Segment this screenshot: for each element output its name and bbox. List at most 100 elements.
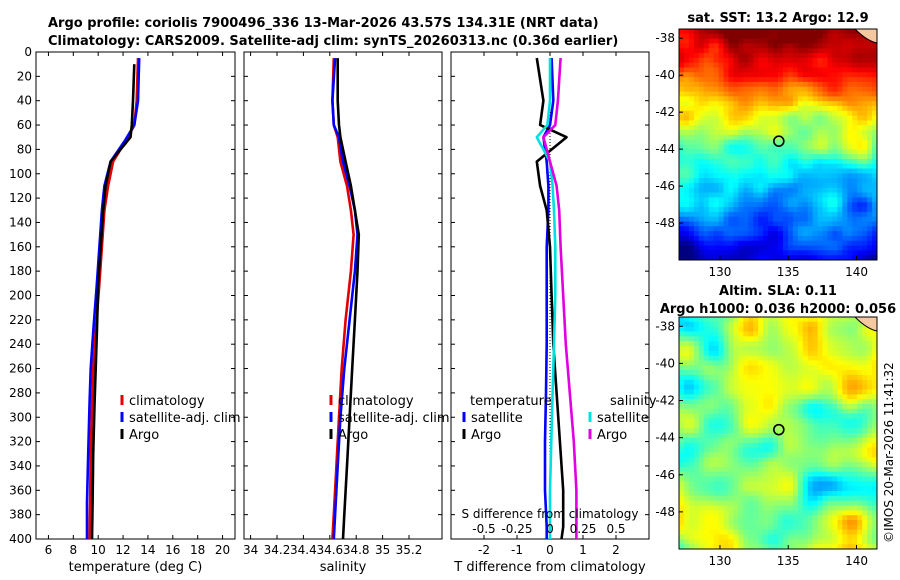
map-cell [832, 62, 838, 69]
map-cell [733, 437, 739, 444]
map-cell [778, 173, 784, 179]
map-cell [837, 221, 843, 227]
map-cell [832, 235, 838, 242]
map-cell [778, 317, 784, 323]
map-cell [758, 437, 764, 444]
map-cell [679, 481, 685, 487]
map-cell [688, 539, 695, 545]
map-cell [832, 168, 838, 174]
map-cell [763, 491, 769, 497]
map-cell [758, 53, 764, 59]
map-cell [758, 355, 764, 362]
map-cell [718, 350, 725, 357]
map-cell [748, 207, 754, 213]
map-cell [862, 86, 868, 93]
map-cell [683, 255, 690, 260]
map-cell [713, 505, 720, 511]
map-cell [728, 226, 735, 232]
map-cell [758, 226, 764, 232]
map-cell [753, 235, 759, 242]
map-cell [763, 48, 769, 54]
map-cell [842, 139, 848, 146]
map-cell [708, 29, 715, 35]
map-cell [748, 515, 754, 521]
map-cell [763, 154, 769, 160]
map-cell [837, 466, 843, 473]
map-cell [857, 178, 863, 184]
map-cell [872, 370, 877, 376]
map-cell [743, 96, 749, 102]
map-cell [698, 413, 705, 420]
map-cell [797, 120, 804, 126]
map-cell [733, 38, 739, 45]
map-cell [782, 158, 789, 165]
map-cell [763, 471, 769, 478]
map-cell [733, 240, 739, 247]
map-cell [862, 515, 868, 521]
map-cell [773, 96, 779, 102]
map-cell [782, 120, 789, 126]
map-cell [723, 413, 730, 420]
map-cell [688, 110, 695, 117]
map-cell [857, 394, 863, 400]
map-cell [867, 437, 873, 444]
map-cell [733, 365, 739, 371]
map-cell [867, 481, 873, 487]
map-cell [758, 433, 764, 439]
map-cell [812, 481, 819, 487]
map-cell [852, 231, 858, 237]
map-cell [822, 178, 829, 184]
map-cell [703, 462, 710, 468]
map-cell [728, 91, 735, 97]
map-cell [679, 321, 685, 328]
map-cell [778, 437, 784, 444]
map-cell [733, 510, 739, 516]
map-cell [787, 154, 794, 160]
map-cell [852, 72, 858, 78]
map-cell [778, 457, 784, 463]
y-tick-label: 360 [9, 483, 32, 497]
map-cell [733, 346, 739, 352]
map-cell [688, 48, 695, 54]
map-cell [748, 240, 754, 247]
map-cell [713, 399, 720, 405]
map-cell [792, 192, 799, 199]
map-cell [802, 255, 809, 260]
map-cell [703, 211, 710, 218]
map-cell [703, 72, 710, 78]
map-cell [763, 428, 769, 434]
map-cell [812, 120, 819, 126]
map-cell [698, 255, 705, 260]
map-cell [847, 413, 853, 420]
map-cell [703, 130, 710, 136]
map-cell [748, 370, 754, 376]
map-cell [857, 491, 863, 497]
map-cell [842, 515, 848, 521]
map-cell [782, 379, 789, 386]
map-cell [733, 394, 739, 400]
map-cell [857, 91, 863, 97]
map-cell [802, 235, 809, 242]
map-cell [857, 418, 863, 424]
map-cell [683, 476, 690, 482]
map-cell [862, 240, 868, 247]
map-cell [693, 350, 700, 357]
map-cell [837, 250, 843, 256]
map-cell [807, 48, 814, 54]
map-cell [703, 394, 710, 400]
map-cell [837, 331, 843, 337]
map-cell [782, 495, 789, 502]
map-cell [688, 96, 695, 102]
map-cell [738, 33, 744, 40]
map-cell [728, 437, 735, 444]
map-cell [703, 48, 710, 54]
map-cell [812, 106, 819, 112]
map-cell [703, 158, 710, 165]
map-cell [822, 500, 829, 507]
map-cell [797, 534, 804, 540]
map-cell [872, 255, 877, 260]
map-cell [797, 187, 804, 194]
map-cell [733, 317, 739, 323]
map-cell [703, 486, 710, 492]
map-cell [782, 505, 789, 511]
